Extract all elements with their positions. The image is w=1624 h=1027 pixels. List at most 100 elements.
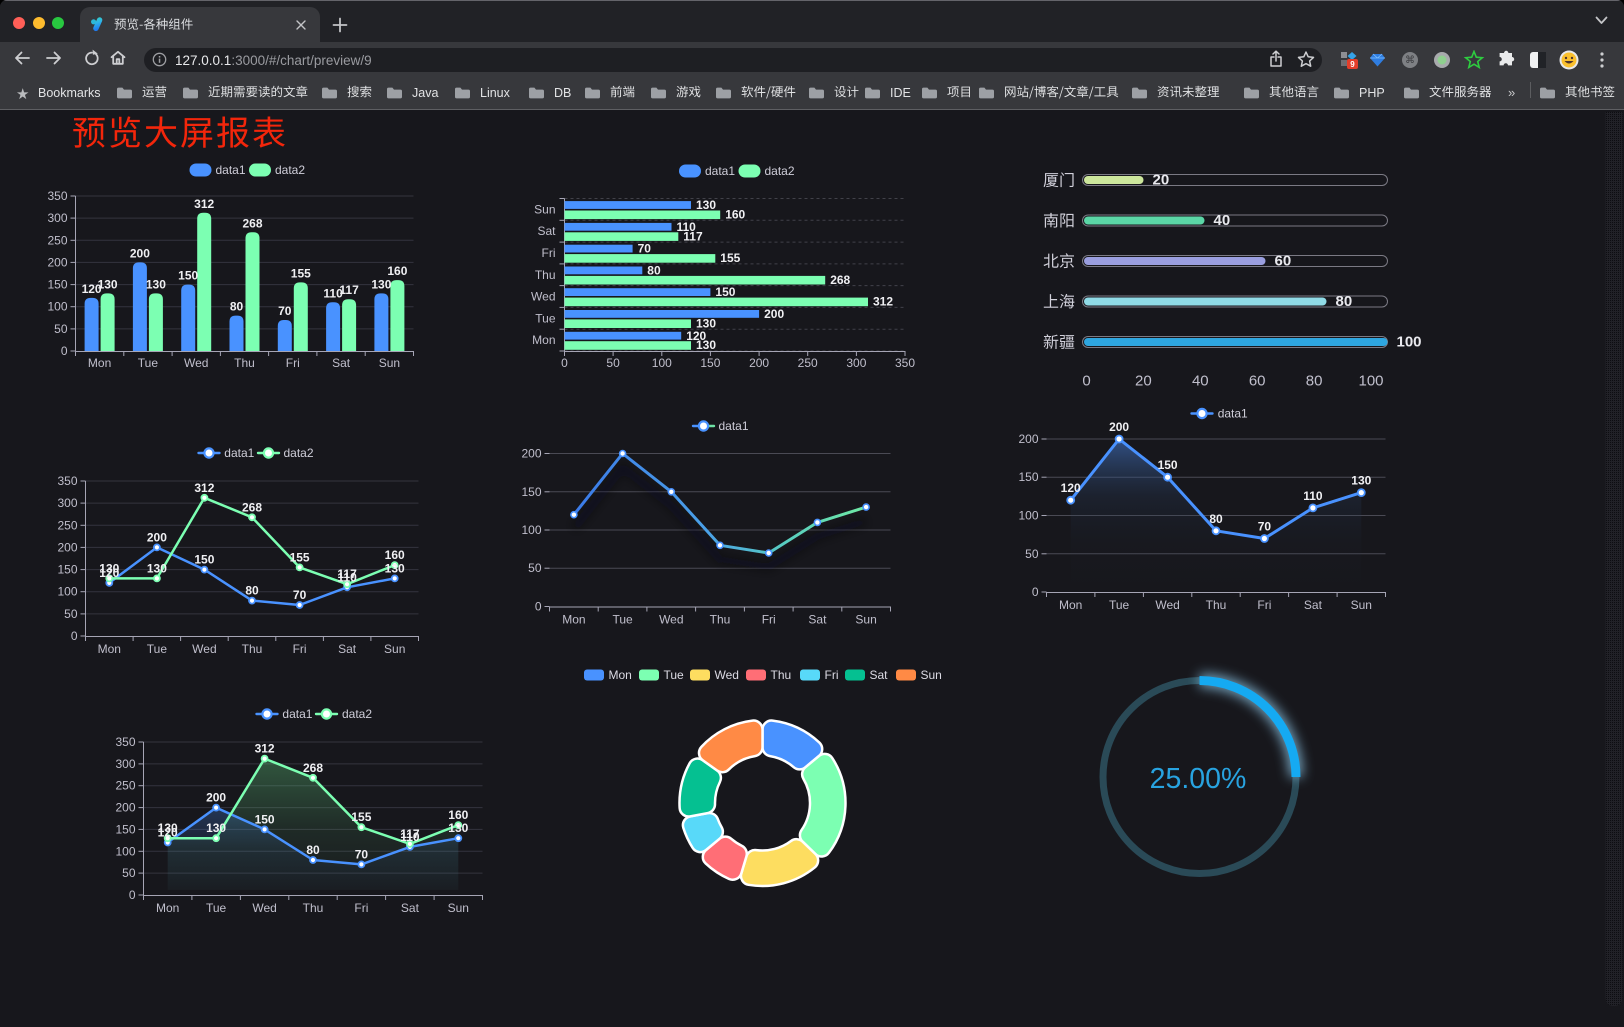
svg-text:Sun: Sun (384, 642, 405, 656)
svg-text:50: 50 (606, 356, 620, 370)
svg-text:200: 200 (130, 246, 150, 260)
svg-text:250: 250 (57, 518, 77, 532)
svg-text:268: 268 (830, 273, 850, 287)
svg-text:60: 60 (1249, 373, 1266, 390)
svg-text:data2: data2 (275, 163, 305, 177)
svg-text:268: 268 (303, 761, 323, 775)
svg-text:100: 100 (47, 300, 67, 314)
svg-text:70: 70 (1258, 520, 1272, 534)
svg-text:Sun: Sun (855, 613, 876, 627)
svg-text:150: 150 (115, 822, 135, 836)
svg-text:80: 80 (647, 264, 661, 278)
svg-text:200: 200 (764, 307, 784, 321)
svg-text:312: 312 (873, 295, 893, 309)
svg-text:70: 70 (638, 242, 652, 256)
svg-text:Thu: Thu (1206, 598, 1227, 612)
svg-text:130: 130 (98, 277, 118, 291)
svg-text:130: 130 (147, 561, 167, 575)
svg-text:20: 20 (1135, 373, 1152, 390)
svg-text:Fri: Fri (293, 642, 307, 656)
svg-text:Mon: Mon (156, 901, 179, 915)
svg-text:Mon: Mon (609, 668, 632, 682)
svg-text:155: 155 (290, 550, 310, 564)
svg-text:0: 0 (535, 600, 542, 614)
svg-text:Thu: Thu (535, 268, 556, 282)
svg-text:200: 200 (47, 255, 67, 269)
svg-text:120: 120 (1061, 481, 1081, 495)
svg-text:Wed: Wed (252, 901, 276, 915)
svg-text:200: 200 (206, 791, 226, 805)
svg-text:data2: data2 (342, 707, 372, 721)
svg-text:Sun: Sun (534, 202, 555, 216)
svg-text:Tue: Tue (612, 613, 633, 627)
svg-text:Sat: Sat (338, 642, 357, 656)
svg-text:130: 130 (146, 277, 166, 291)
svg-text:data1: data1 (705, 164, 735, 178)
svg-text:300: 300 (846, 356, 866, 370)
svg-text:155: 155 (720, 251, 740, 265)
svg-text:0: 0 (1032, 585, 1039, 599)
svg-text:130: 130 (696, 198, 716, 212)
svg-text:200: 200 (1018, 432, 1038, 446)
svg-text:200: 200 (749, 356, 769, 370)
svg-text:80: 80 (1306, 373, 1323, 390)
svg-text:70: 70 (355, 847, 369, 861)
svg-text:data2: data2 (765, 164, 795, 178)
svg-text:20: 20 (1153, 172, 1170, 189)
svg-text:25.00%: 25.00% (1150, 763, 1247, 795)
svg-text:Wed: Wed (1155, 598, 1179, 612)
svg-text:Tue: Tue (147, 642, 168, 656)
svg-text:117: 117 (337, 567, 357, 581)
svg-text:Tue: Tue (664, 668, 685, 682)
svg-text:Tue: Tue (1109, 598, 1130, 612)
svg-text:80: 80 (306, 843, 320, 857)
svg-text:Fri: Fri (825, 668, 839, 682)
svg-text:350: 350 (57, 474, 77, 488)
svg-text:117: 117 (339, 283, 359, 297)
svg-text:70: 70 (293, 588, 307, 602)
svg-text:Sat: Sat (537, 224, 556, 238)
svg-text:110: 110 (677, 220, 697, 234)
svg-text:110: 110 (323, 286, 343, 300)
svg-text:200: 200 (1109, 420, 1129, 434)
svg-text:Tue: Tue (535, 311, 556, 325)
svg-text:80: 80 (1336, 293, 1353, 310)
svg-text:120: 120 (158, 826, 178, 840)
svg-text:Thu: Thu (303, 901, 324, 915)
svg-text:150: 150 (47, 278, 67, 292)
svg-text:250: 250 (47, 233, 67, 247)
svg-text:160: 160 (448, 808, 468, 822)
svg-text:Mon: Mon (562, 613, 585, 627)
svg-text:⌘: ⌘ (1405, 55, 1415, 66)
svg-text:160: 160 (385, 548, 405, 562)
svg-text:0: 0 (129, 888, 136, 902)
svg-text:9: 9 (1350, 60, 1355, 69)
svg-text:Fri: Fri (762, 613, 776, 627)
svg-text:150: 150 (255, 812, 275, 826)
svg-text:Fri: Fri (286, 356, 300, 370)
svg-text:Wed: Wed (659, 613, 683, 627)
svg-text:130: 130 (385, 561, 405, 575)
svg-text:Thu: Thu (771, 668, 792, 682)
svg-text:80: 80 (230, 300, 244, 314)
svg-text:300: 300 (47, 211, 67, 225)
svg-text:50: 50 (64, 607, 78, 621)
svg-text:117: 117 (400, 827, 420, 841)
svg-text:100: 100 (57, 585, 77, 599)
svg-text:130: 130 (696, 338, 716, 352)
svg-text:100: 100 (1397, 334, 1422, 351)
svg-text:0: 0 (561, 356, 568, 370)
svg-text:312: 312 (194, 197, 214, 211)
svg-text:Sun: Sun (1351, 598, 1372, 612)
svg-text:Fri: Fri (542, 246, 556, 260)
svg-text:268: 268 (242, 500, 262, 514)
svg-text:Mon: Mon (532, 333, 555, 347)
svg-text:Tue: Tue (206, 901, 227, 915)
svg-text:Sat: Sat (332, 356, 351, 370)
svg-text:130: 130 (1351, 474, 1371, 488)
svg-text:250: 250 (798, 356, 818, 370)
svg-text:40: 40 (1214, 212, 1231, 229)
svg-text:data1: data1 (282, 707, 312, 721)
svg-text:Fri: Fri (354, 901, 368, 915)
svg-text:Mon: Mon (1059, 598, 1082, 612)
